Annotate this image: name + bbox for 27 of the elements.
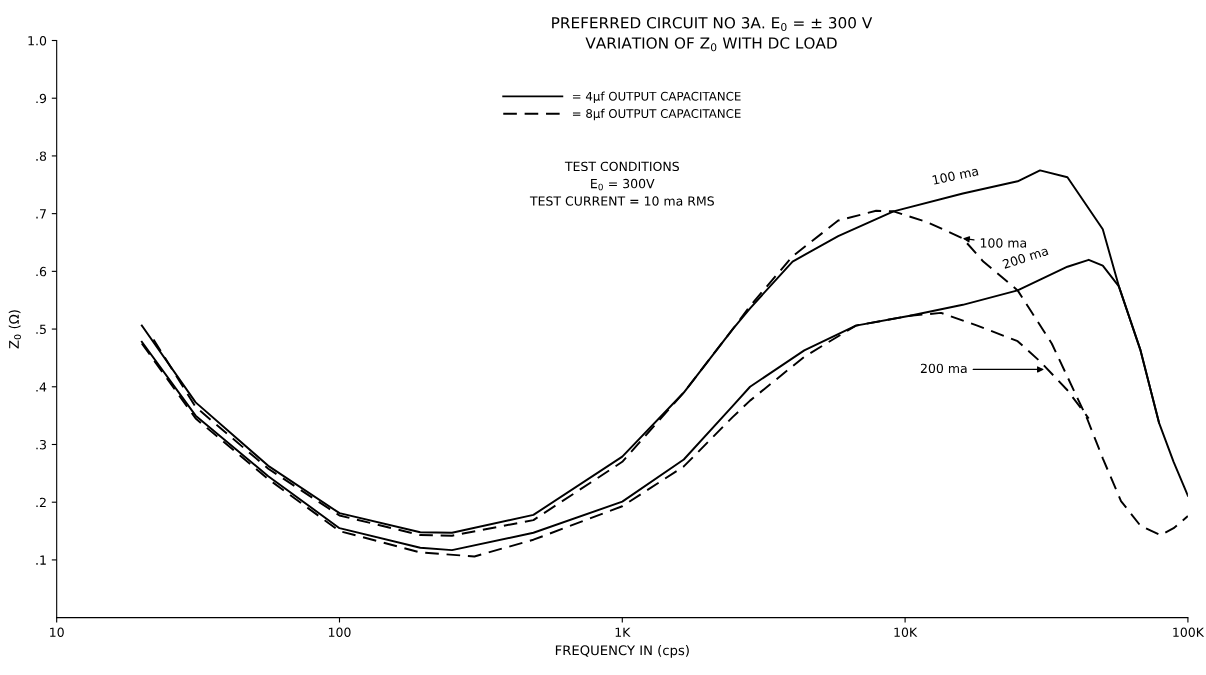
- x-tick-label: 10K: [894, 627, 918, 638]
- y-axis-title: Z$_{0}$ (Ω): [8, 310, 22, 349]
- annotation: 100 ma: [932, 166, 979, 185]
- x-axis-title: FREQUENCY IN (cps): [555, 645, 689, 658]
- y-tick-label: .4: [36, 382, 47, 392]
- annotation: TEST CURRENT = 10 ma RMS: [529, 196, 714, 206]
- y-tick-label: .2: [36, 497, 46, 507]
- y-tick-label: .6: [36, 266, 47, 277]
- y-tick-label: .5: [36, 324, 46, 334]
- y-tick-label: .3: [36, 439, 46, 450]
- y-tick-label: .9: [36, 93, 47, 104]
- x-tick-label: 10: [50, 627, 64, 638]
- y-tick-label: .7: [36, 209, 46, 219]
- annotation: 100 ma: [980, 238, 1027, 248]
- annotation: 200 ma: [920, 363, 967, 374]
- legend-label: = 8µf OUTPUT CAPACITANCE: [572, 108, 741, 121]
- x-tick-label: 100: [328, 627, 351, 638]
- y-tick-label: 1.0: [28, 35, 47, 46]
- chart-subtitle: VARIATION OF Z$_{0}$ WITH DC LOAD: [585, 37, 837, 52]
- y-tick-label: .1: [36, 555, 46, 565]
- annotation: E$_{0}$ = 300V: [591, 178, 655, 191]
- legend-label: = 4µf OUTPUT CAPACITANCE: [572, 91, 741, 103]
- y-tick-label: .8: [36, 151, 47, 161]
- x-tick-label: 100K: [1173, 627, 1205, 638]
- annotation: TEST CONDITIONS: [564, 161, 679, 172]
- x-tick-label: 1K: [615, 627, 631, 637]
- chart-title: PREFERRED CIRCUIT NO 3A. E$_{0}$ = ± 300 V: [552, 17, 873, 32]
